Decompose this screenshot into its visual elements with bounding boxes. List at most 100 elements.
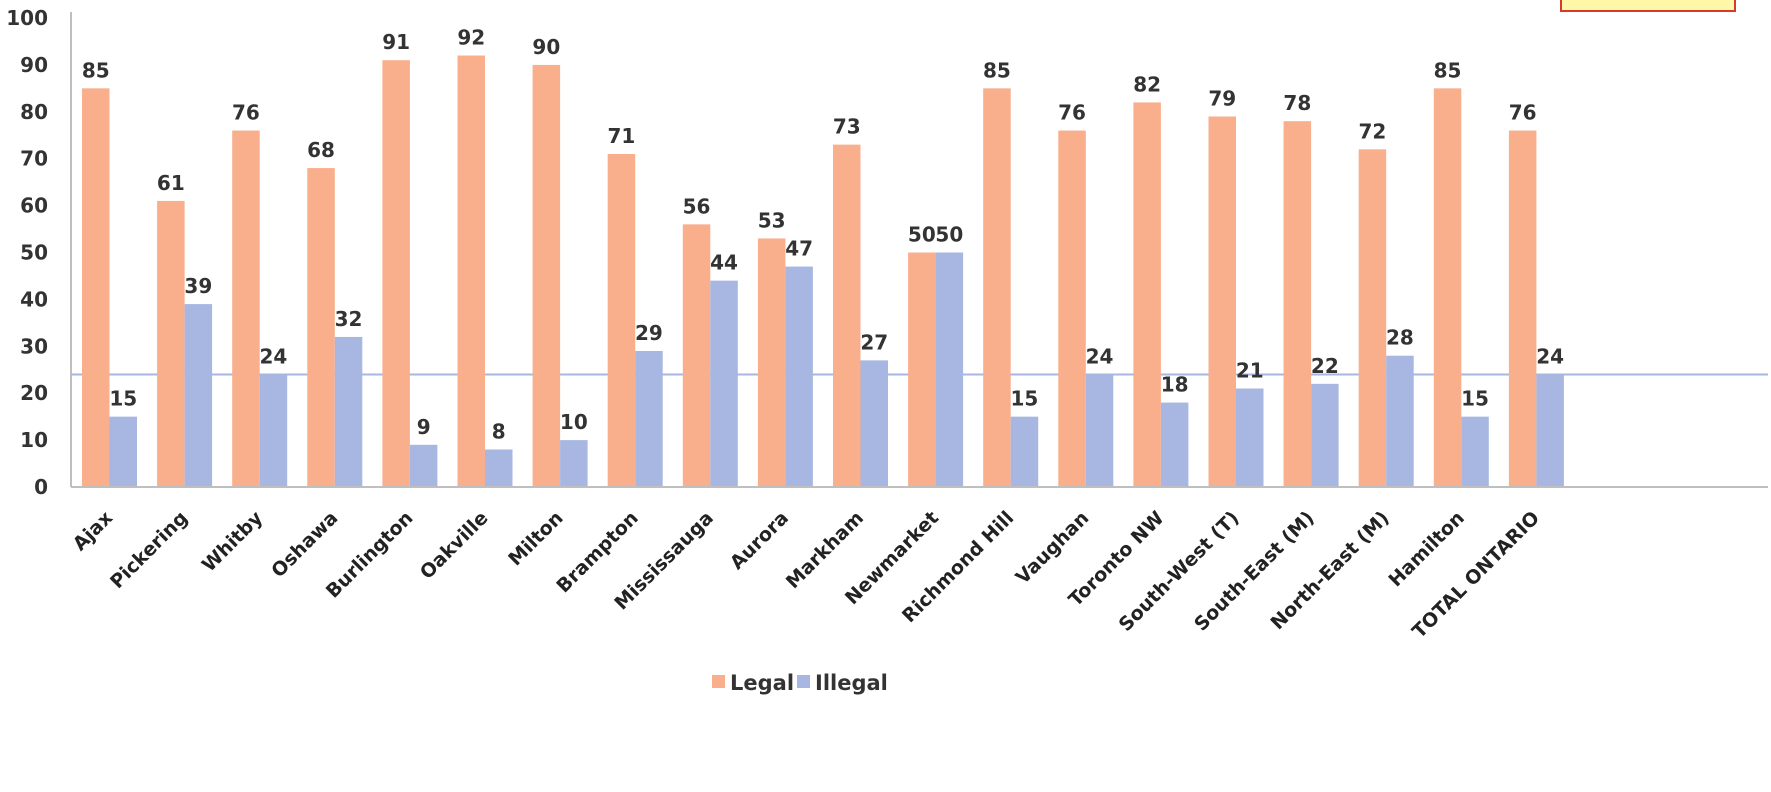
bar-legal <box>382 60 410 488</box>
bar-illegal <box>109 416 137 487</box>
legend-swatch-legal <box>712 675 725 688</box>
data-label-legal: 53 <box>758 208 786 232</box>
data-label-legal: 76 <box>1509 101 1537 125</box>
x-tick-label: Ajax <box>69 507 117 555</box>
bar-legal <box>82 88 110 487</box>
bar-legal <box>1208 116 1236 488</box>
bar-illegal <box>485 449 513 487</box>
data-label-illegal: 15 <box>1461 387 1489 411</box>
bar-legal <box>908 252 936 487</box>
bar-legal <box>157 200 185 487</box>
data-label-legal: 78 <box>1283 91 1311 115</box>
x-tick-label: Oshawa <box>267 507 342 582</box>
data-label-illegal: 39 <box>184 274 212 298</box>
data-label-legal: 85 <box>82 58 110 82</box>
data-label-legal: 85 <box>983 58 1011 82</box>
data-label-legal: 91 <box>382 30 410 54</box>
data-label-legal: 76 <box>232 101 260 125</box>
bar-legal <box>1133 102 1161 488</box>
bar-illegal <box>635 350 663 487</box>
y-tick-label: 40 <box>20 287 48 311</box>
data-label-illegal: 18 <box>1161 373 1189 397</box>
bar-illegal <box>1010 416 1039 487</box>
bar-legal <box>682 224 711 488</box>
bar-illegal <box>710 280 738 487</box>
x-tick-label: Pickering <box>106 507 192 593</box>
x-tick-label: Milton <box>504 507 567 570</box>
y-tick-label: 90 <box>20 53 48 77</box>
y-tick-label: 0 <box>34 475 48 499</box>
bar-illegal <box>560 440 588 487</box>
data-label-illegal: 8 <box>492 419 506 443</box>
x-tick-label: Whitby <box>198 507 268 577</box>
y-tick-label: 70 <box>20 147 48 171</box>
bar-legal <box>532 64 561 488</box>
data-label-illegal: 47 <box>785 237 813 261</box>
data-label-illegal: 21 <box>1236 359 1264 383</box>
data-label-legal: 50 <box>908 223 936 247</box>
y-tick-label: 60 <box>20 194 48 218</box>
x-tick-label: Vaughan <box>1012 507 1094 589</box>
bar-illegal <box>1085 374 1114 487</box>
bar-illegal <box>334 336 363 487</box>
bar-legal <box>232 130 260 487</box>
bar-legal <box>457 55 485 488</box>
bar-legal <box>1283 121 1312 488</box>
y-tick-label: 50 <box>20 241 48 265</box>
data-label-legal: 76 <box>1058 101 1086 125</box>
bar-legal <box>607 154 636 487</box>
data-label-illegal: 29 <box>635 321 663 345</box>
data-label-illegal: 27 <box>860 330 888 354</box>
data-label-illegal: 24 <box>1536 344 1564 368</box>
legend-swatch-illegal <box>797 675 810 688</box>
data-label-illegal: 50 <box>935 223 963 247</box>
y-tick-label: 30 <box>20 334 48 358</box>
data-label-legal: 72 <box>1359 119 1387 143</box>
data-label-legal: 61 <box>157 171 185 195</box>
data-label-illegal: 22 <box>1311 354 1339 378</box>
bar-legal <box>1358 149 1387 487</box>
data-label-illegal: 32 <box>335 307 363 331</box>
bar-illegal <box>935 252 964 487</box>
bar-illegal <box>860 360 888 487</box>
data-label-legal: 68 <box>307 138 335 162</box>
y-tick-label: 10 <box>20 428 48 452</box>
data-label-legal: 73 <box>833 115 861 139</box>
y-tick-label: 80 <box>20 100 48 124</box>
x-tick-label: Aurora <box>726 507 793 574</box>
bars <box>82 55 1564 488</box>
bar-illegal <box>1461 416 1489 487</box>
data-label-legal: 90 <box>532 35 560 59</box>
legend-label-illegal: Illegal <box>815 671 888 695</box>
bar-illegal <box>1311 383 1339 487</box>
data-label-legal: 56 <box>683 194 711 218</box>
data-label-legal: 85 <box>1434 58 1462 82</box>
bar-legal <box>983 88 1011 487</box>
data-label-illegal: 10 <box>560 410 588 434</box>
data-label-illegal: 15 <box>109 387 137 411</box>
legend: Legal Illegal <box>712 671 888 695</box>
data-label-illegal: 24 <box>1086 344 1114 368</box>
y-tick-label: 100 <box>6 6 48 30</box>
data-label-legal: 92 <box>457 26 485 50</box>
data-label-illegal: 9 <box>417 415 431 439</box>
data-label-legal: 71 <box>608 124 636 148</box>
data-label-illegal: 24 <box>260 344 288 368</box>
bar-illegal <box>259 374 288 487</box>
x-tick-label: Oakville <box>416 507 493 584</box>
data-label-illegal: 28 <box>1386 326 1414 350</box>
highlight-box <box>1560 0 1736 12</box>
bar-legal <box>1508 130 1537 487</box>
y-axis: 0 10 20 30 40 50 60 70 80 90 100 <box>6 6 72 499</box>
data-label-legal: 79 <box>1208 86 1236 110</box>
bar-legal <box>1433 88 1462 487</box>
data-label-illegal: 15 <box>1011 387 1039 411</box>
bar-legal <box>1058 130 1086 487</box>
bar-illegal <box>184 304 213 487</box>
bar-illegal <box>1536 374 1564 487</box>
y-tick-label: 20 <box>20 381 48 405</box>
data-label-legal: 82 <box>1133 72 1161 96</box>
